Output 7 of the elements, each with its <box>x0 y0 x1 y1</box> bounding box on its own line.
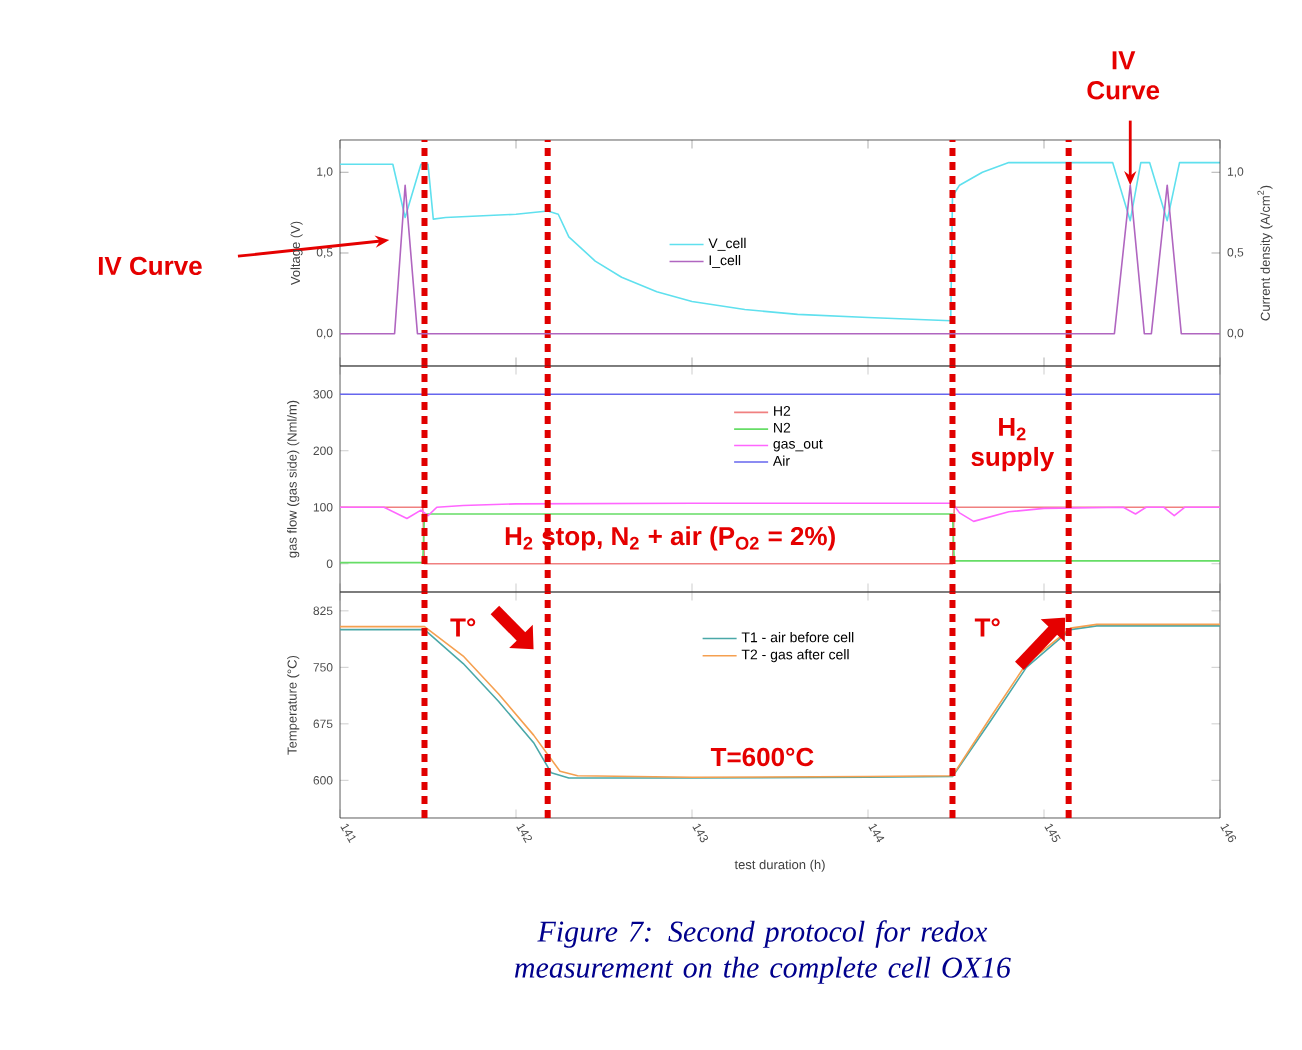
annotation: T=600°C <box>710 747 814 767</box>
caption: Figure 7: Second protocol for redox measurement on the complete cell OX16 <box>514 920 1011 984</box>
annotation: H$_{2}$ supply <box>971 417 1055 472</box>
text: IV Curve <box>98 256 202 276</box>
annotation: IV Curve <box>1087 51 1160 100</box>
annotation: T° <box>974 618 1000 637</box>
annotation: T° <box>450 618 476 637</box>
